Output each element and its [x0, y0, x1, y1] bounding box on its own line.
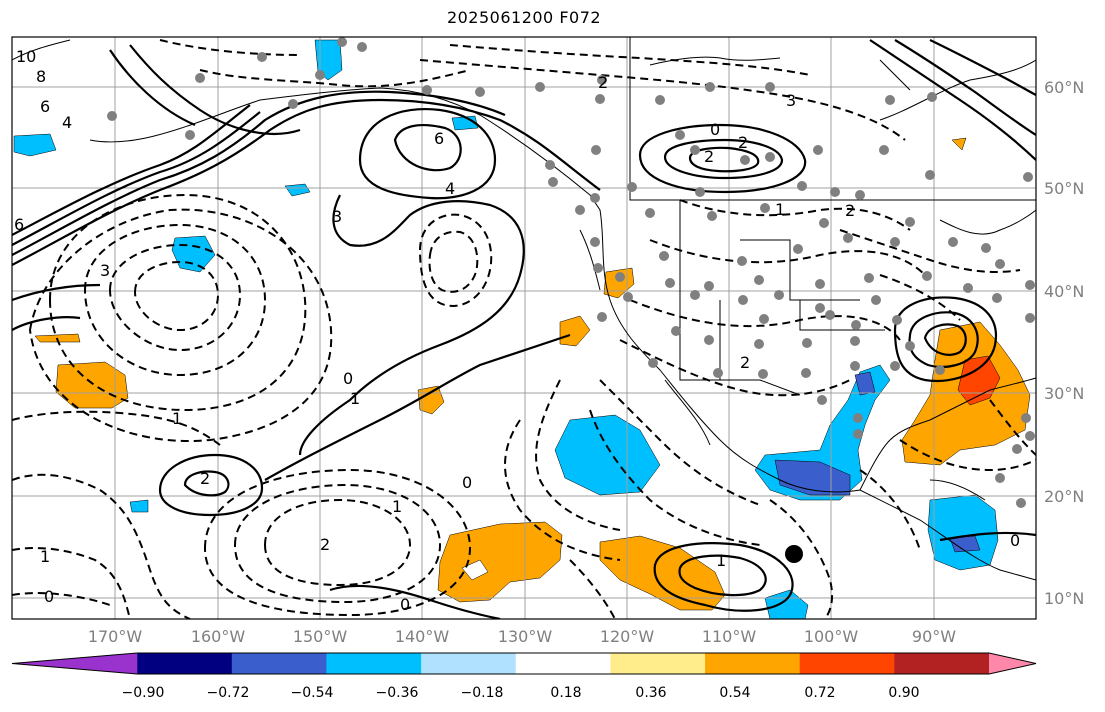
shade-blue-f	[554, 414, 661, 496]
lat-label: 60°N	[1044, 78, 1084, 97]
colorbar-segment	[610, 653, 706, 674]
colorbar-tick-label: −0.72	[207, 685, 250, 701]
contour-label: 3	[100, 261, 110, 280]
lon-label: 170°W	[88, 627, 143, 646]
lat-label: 10°N	[1044, 589, 1084, 608]
contour-label: 2	[320, 535, 330, 554]
contour-label: 8	[36, 67, 46, 86]
contour-label: 1	[392, 497, 402, 516]
solid-contours	[12, 39, 1036, 619]
colorbar-segment	[231, 653, 327, 674]
colorbar-segment	[326, 653, 422, 674]
coastlines	[12, 37, 1036, 581]
contour-label: 2	[738, 133, 748, 152]
shade-orange-f-hole	[461, 559, 489, 581]
contour-label: 6	[40, 97, 50, 116]
contour-label: 0	[462, 473, 472, 492]
shade-blue-m	[129, 499, 149, 513]
colorbar-segment	[799, 653, 895, 674]
colorbar-segment	[705, 653, 801, 674]
shade-blue-d	[284, 183, 311, 197]
contour-label: 2	[704, 147, 714, 166]
colorbar-tick-label: 0.72	[804, 685, 835, 701]
contour-label: 4	[62, 113, 72, 132]
colorbar-extend-high	[989, 653, 1036, 674]
dashed-contours	[12, 39, 1036, 619]
shade-blue-l	[764, 589, 809, 619]
lon-label: 150°W	[293, 627, 348, 646]
lat-label: 30°N	[1044, 384, 1084, 403]
contour-label: 0	[1010, 531, 1020, 550]
contour-label: 1	[350, 389, 360, 408]
lon-label: 120°W	[600, 627, 655, 646]
storm-marker	[785, 545, 803, 563]
latitude-labels: 60°N 50°N 40°N 30°N 20°N 10°N	[1044, 78, 1084, 608]
map-title: 2025061200 F072	[446, 8, 602, 27]
contour-label: 0	[343, 369, 353, 388]
contour-label: 10	[16, 47, 36, 66]
lon-label: 160°W	[191, 627, 246, 646]
lon-label: 130°W	[498, 627, 553, 646]
lat-label: 50°N	[1044, 179, 1084, 198]
lat-label: 20°N	[1044, 487, 1084, 506]
contour-label: 1	[172, 409, 182, 428]
contour-label: 2	[200, 469, 210, 488]
contour-label: 4	[445, 179, 455, 198]
lon-label: 110°W	[702, 627, 757, 646]
lon-label: 100°W	[804, 627, 859, 646]
contour-label-group: 0 0 0 1 1 2 2 2 3 4 4 6 6 6 8 10 0 0 0 1…	[14, 47, 1020, 614]
colorbar-tick-label: −0.18	[461, 685, 504, 701]
observation-points	[107, 37, 1035, 508]
shade-orange-i	[951, 137, 967, 151]
contour-label: 3	[786, 91, 796, 110]
lon-label: 90°W	[912, 627, 956, 646]
shade-orange-d	[559, 315, 591, 347]
colorbar-segment	[137, 653, 233, 674]
colorbar-extend-low	[12, 653, 138, 674]
shade-orange-g	[599, 535, 726, 611]
contour-label: 1	[40, 547, 50, 566]
shade-blue-i	[854, 371, 876, 396]
colorbar-tick-label: −0.36	[376, 685, 419, 701]
colorbar-tick-label: −0.54	[291, 685, 334, 701]
contour-label: 0	[44, 587, 54, 606]
contour-label: 3	[332, 207, 342, 226]
shade-orange-b	[55, 361, 129, 409]
colorbar	[11, 652, 1037, 675]
contour-label: 1	[716, 551, 726, 570]
contour-label: 0	[400, 595, 410, 614]
contour-label: 6	[14, 215, 24, 234]
contour-label: 2	[845, 201, 855, 220]
colorbar-tick-label: 0.18	[550, 685, 581, 701]
contour-label: 6	[434, 129, 444, 148]
colorbar-tick-label: 0.36	[635, 685, 666, 701]
colorbar-tick-label: −0.90	[122, 685, 165, 701]
colorbar-tick-label: 0.54	[719, 685, 750, 701]
colorbar-segment	[894, 653, 990, 674]
shade-blue-b	[13, 133, 57, 157]
colorbar-tick-labels: −0.90 −0.72 −0.54 −0.36 −0.18 0.18 0.36 …	[122, 685, 920, 701]
lat-label: 40°N	[1044, 282, 1084, 301]
contour-label: 2	[740, 353, 750, 372]
shade-blue-a	[314, 39, 343, 81]
colorbar-outline	[11, 652, 1037, 675]
colorbar-segment	[515, 653, 611, 674]
contour-label: 1	[775, 200, 785, 219]
colorbar-tick-label: 0.90	[888, 685, 919, 701]
colorbar-segment	[421, 653, 517, 674]
contour-label: 0	[710, 120, 720, 139]
contour-label: 2	[598, 73, 608, 92]
longitude-labels: 170°W 160°W 150°W 140°W 130°W 120°W 110°…	[88, 627, 956, 646]
plot-frame	[11, 36, 1037, 620]
lon-label: 140°W	[395, 627, 450, 646]
